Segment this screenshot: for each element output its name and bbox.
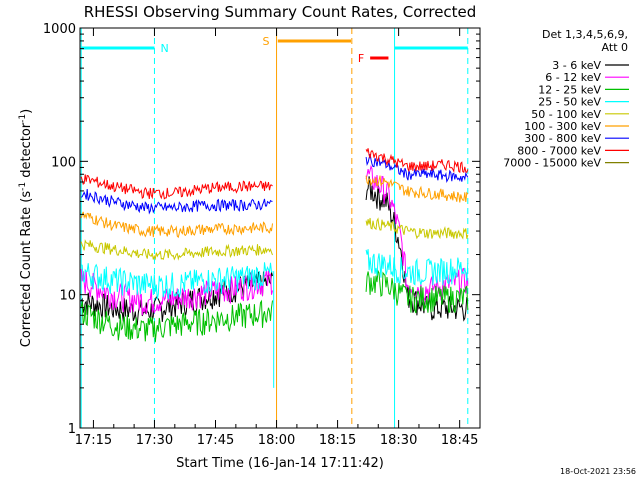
series-6to12kev-orbit2 [365, 164, 469, 303]
series-50to100kev-orbit1 [80, 239, 273, 261]
x-tick-label: 17:45 [197, 433, 234, 448]
x-tick-label: 17:15 [75, 433, 112, 448]
series-300to800kev-orbit1 [80, 188, 273, 215]
series-12to25kev-orbit1 [80, 299, 273, 343]
legend-entry-label: 3 - 6 keV [552, 59, 601, 72]
x-tick-label: 17:30 [136, 433, 173, 448]
series-800to7000kev-orbit1 [80, 174, 273, 200]
y-tick-label: 1000 [43, 22, 76, 37]
axis-ticks: 17:15 17:30 17:45 18:00 18:15 18:30 18:45 1 10 10… [43, 22, 481, 448]
series-25to50kev-orbit1 [81, 262, 273, 300]
legend-entry-label: 12 - 25 keV [538, 83, 601, 96]
legend-entry-label: 800 - 7000 keV [517, 144, 601, 157]
series-100to300kev-orbit2 [365, 175, 469, 203]
legend-entry-label: 7000 - 15000 keV [503, 157, 601, 170]
legend-header-detectors: Det 1,3,4,5,6,9, [542, 28, 628, 41]
x-tick-label: 18:15 [319, 433, 356, 448]
flare-annotation-label: F [358, 52, 364, 65]
legend-header-attenuator: Att 0 [602, 41, 628, 54]
y-tick-label: 100 [51, 155, 76, 170]
series-12to25kev-orbit2 [365, 269, 469, 314]
legend-entry-label: 50 - 100 keV [531, 108, 601, 121]
footer-timestamp: 18-Oct-2021 23:56 [560, 467, 636, 476]
x-tick-label: 18:45 [441, 433, 478, 448]
saa-annotation-label: S [263, 35, 270, 48]
chart-title: RHESSI Observing Summary Count Rates, Co… [84, 3, 477, 21]
series-100to300kev-orbit1 [80, 211, 273, 239]
x-tick-label: 18:00 [258, 433, 295, 448]
series-50to100kev-orbit2 [365, 217, 469, 240]
legend-entry-label: 6 - 12 keV [545, 71, 601, 84]
series-3to6kev-orbit2 [365, 176, 469, 322]
x-axis-label: Start Time (16-Jan-14 17:11:42) [176, 456, 384, 471]
legend-entry-label: 25 - 50 keV [538, 96, 601, 109]
y-tick-label: 1 [68, 422, 76, 437]
legend-entry-label: 100 - 300 keV [524, 120, 601, 133]
series-800to7000kev-orbit2 [365, 148, 469, 174]
plot-frame [79, 27, 481, 429]
y-tick-label: 10 [59, 289, 76, 304]
data-marks: N S F [80, 28, 469, 428]
x-tick-label: 18:30 [380, 433, 417, 448]
legend-entry-label: 300 - 800 keV [524, 132, 601, 145]
y-axis-label: Corrected Count Rate (s-1 detector-1) [18, 109, 34, 347]
night-annotation-label: N [160, 42, 168, 55]
series-25to50kev-orbit2 [365, 249, 469, 286]
